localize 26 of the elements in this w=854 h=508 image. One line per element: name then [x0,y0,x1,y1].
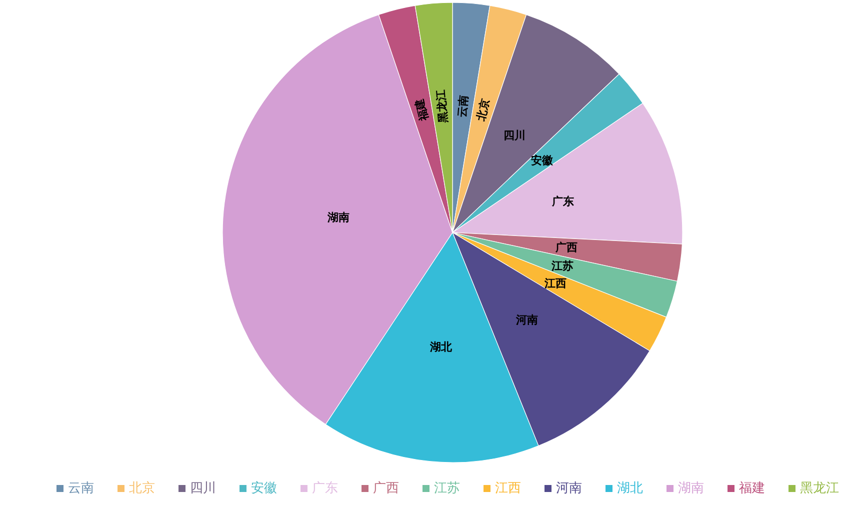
legend-label: 湖南 [678,481,704,496]
slice-label: 黑龙江 [434,89,450,124]
legend-label: 云南 [68,481,94,496]
legend-label: 福建 [739,481,765,496]
legend-label: 安徽 [251,480,277,496]
slice-label: 江西 [544,276,567,290]
legend-label: 湖北 [617,481,643,496]
slice-label: 广东 [551,194,574,208]
slice-label: 江苏 [550,259,574,272]
legend-label: 黑龙江 [800,481,839,496]
slice-label: 北京 [474,98,492,123]
legend-label: 江西 [495,481,521,496]
slice-label: 广西 [554,241,578,254]
legend-label: 四川 [190,481,216,496]
slice-label: 河南 [515,313,538,326]
legend-label: 广西 [373,481,399,496]
slice-label: 安徽 [531,154,554,167]
slice-label: 湖北 [428,340,453,354]
slice-label: 四川 [503,129,526,142]
legend-label: 广东 [312,481,338,496]
slice-label: 湖南 [326,211,350,224]
legend-label: 北京 [129,481,155,496]
legend-label: 河南 [556,481,582,496]
slice-label: 福建 [412,98,432,123]
legend-label: 江苏 [434,481,460,496]
slice-label: 云南 [455,94,470,118]
